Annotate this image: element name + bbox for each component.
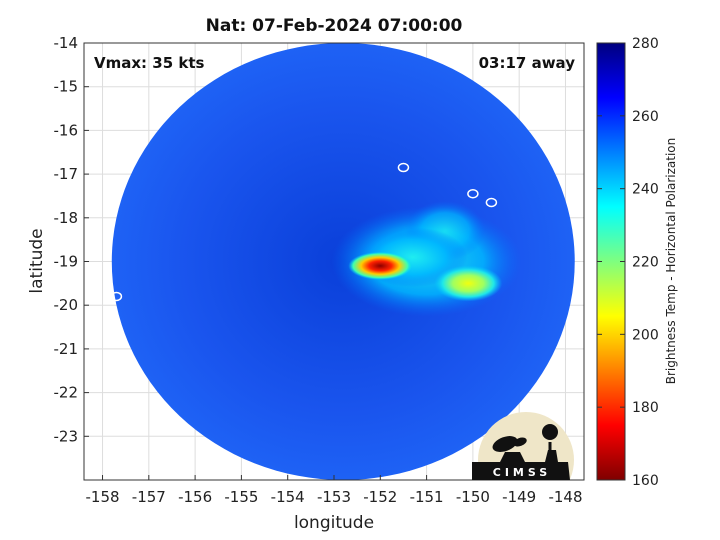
x-tick-label: -148 (548, 488, 582, 506)
contour-marker (110, 291, 123, 302)
contour-marker (397, 162, 410, 173)
x-tick-label: -150 (456, 488, 490, 506)
y-tick-label: -14 (54, 34, 79, 52)
x-axis-label: longitude (294, 513, 374, 533)
cold-core (348, 251, 413, 280)
y-tick-label: -20 (54, 296, 79, 314)
y-tick-label: -18 (54, 209, 79, 227)
y-tick-label: -23 (54, 427, 79, 445)
x-tick-label: -153 (317, 488, 351, 506)
x-tick-label: -158 (85, 488, 119, 506)
colorbar-label: Brightness Temp - Horizontal Polarizatio… (664, 138, 678, 385)
colorbar-tick-label: 260 (632, 109, 659, 125)
x-tick-label: -156 (178, 488, 212, 506)
contour-marker (467, 189, 479, 199)
chart-title: Nat: 07-Feb-2024 07:00:00 (206, 16, 463, 36)
x-tick-label: -157 (132, 488, 166, 506)
colorbar-tick-label: 280 (632, 36, 659, 52)
colorbar-ticks: 280 260 240 220 200 180 160 (597, 36, 659, 489)
y-tick-label: -15 (54, 78, 79, 96)
y-tick-label: -21 (54, 340, 79, 358)
y-tick-label: -16 (54, 121, 79, 139)
logo-text: CIMSS (493, 466, 551, 479)
contour-marker (485, 197, 498, 208)
y-axis-ticks: -14 -15 -16 -17 -18 -19 -20 -21 -22 -23 (54, 34, 89, 445)
colorbar-tick-label: 220 (632, 255, 659, 271)
colorbar-tick-label: 180 (632, 400, 659, 416)
y-axis-label: latitude (27, 228, 47, 293)
x-tick-label: -152 (363, 488, 397, 506)
y-tick-label: -17 (54, 165, 79, 183)
colorbar-tick-label: 200 (632, 327, 659, 343)
water-tower-icon (542, 424, 558, 440)
swath-layer (110, 43, 575, 480)
y-tick-label: -19 (54, 253, 79, 271)
storm-features (110, 162, 522, 317)
y-tick-label: -22 (54, 384, 79, 402)
x-tick-label: -154 (271, 488, 305, 506)
satellite-dish-icon (492, 436, 518, 452)
cimss-logo: CIMSS (472, 412, 574, 480)
x-axis-ticks: -158 -157 -156 -155 -154 -153 -152 -151 -150 -149… (85, 475, 583, 506)
x-tick-label: -155 (224, 488, 258, 506)
colorbar-tick-label: 240 (632, 182, 659, 198)
vmax-annotation: Vmax: 35 kts (94, 54, 204, 72)
x-tick-label: -149 (502, 488, 536, 506)
convective-feature (434, 265, 503, 302)
x-tick-label: -151 (410, 488, 444, 506)
time-away-annotation: 03:17 away (479, 54, 576, 72)
colorbar-tick-label: 160 (632, 473, 659, 489)
